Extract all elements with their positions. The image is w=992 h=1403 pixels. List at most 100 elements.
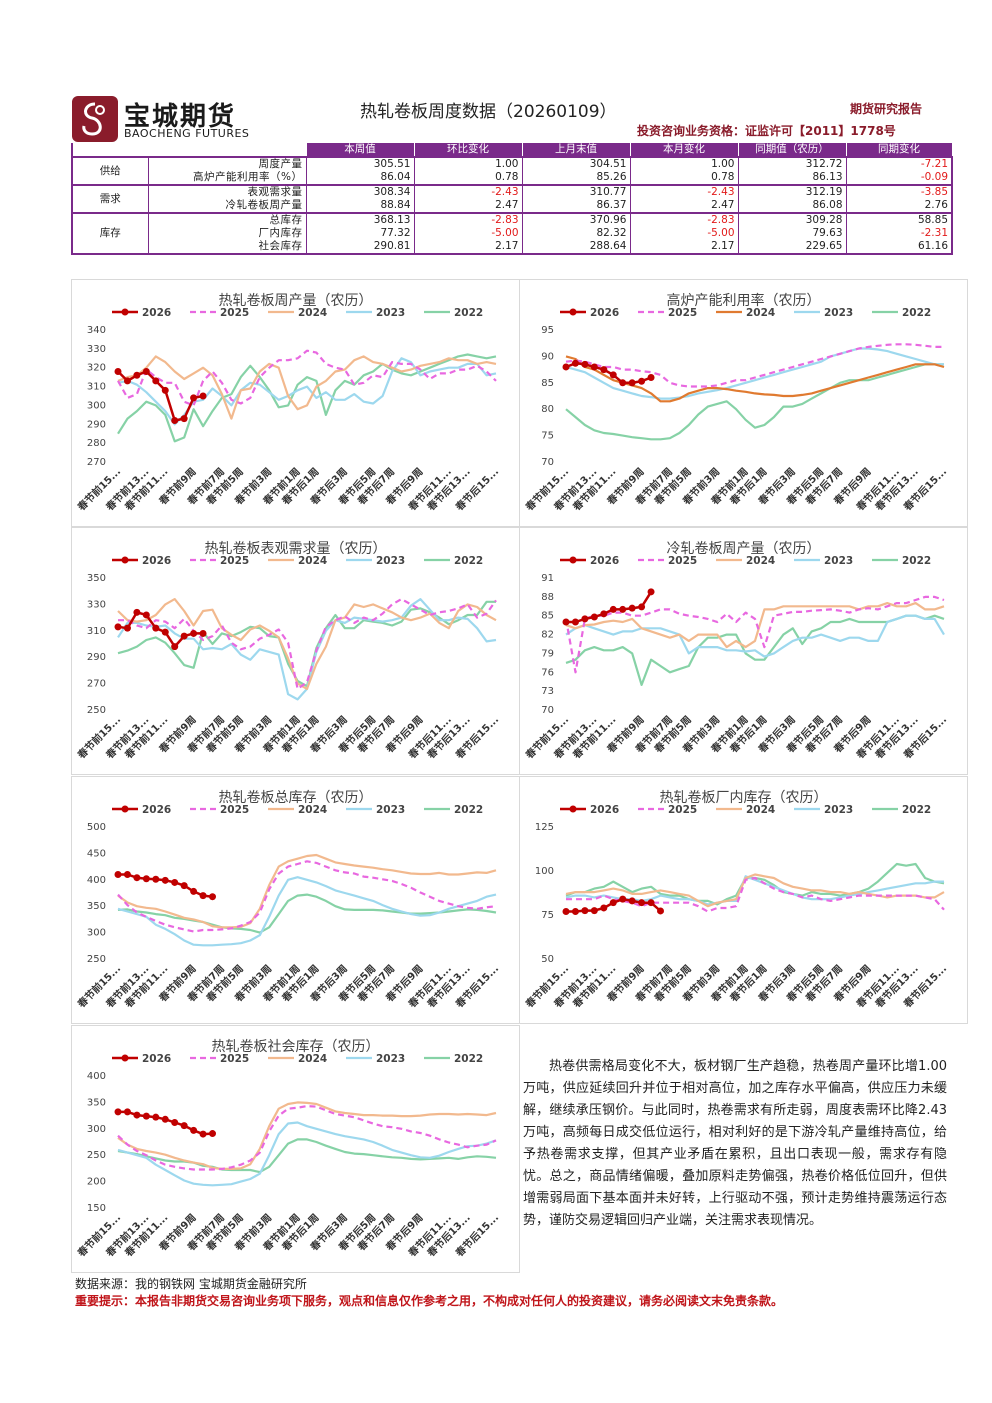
series-line-2025 — [117, 860, 497, 933]
y-tick-label: 450 — [87, 848, 106, 859]
data-point-2026 — [571, 359, 579, 367]
data-point-2026 — [199, 392, 207, 400]
table-row: 高炉产能利用率（%） 86.04 0.78 85.26 0.78 86.13 -0.09 — [72, 171, 953, 186]
series-line-2025 — [566, 876, 945, 913]
legend-label: 2026 — [142, 1053, 171, 1065]
legend-marker — [569, 805, 577, 813]
value-cell: 370.96 — [522, 212, 631, 227]
series-line-2026 — [566, 591, 653, 624]
y-tick-label: 400 — [87, 1071, 106, 1082]
y-tick-label: 350 — [87, 573, 106, 584]
logo-text-en: BAOCHENG FUTURES — [124, 127, 250, 140]
y-tick-label: 320 — [87, 363, 106, 374]
data-point-2026 — [123, 377, 131, 385]
value-cell: -2.43 — [630, 184, 739, 199]
legend-label: 2024 — [298, 555, 327, 567]
value-cell: 310.77 — [522, 184, 631, 199]
chart-svg: 7073767982858891春节前15...春节前13...春节前11...… — [523, 555, 949, 761]
legend-label: 2026 — [590, 555, 619, 567]
chart-svg: 707580859095春节前15...春节前13...春节前11...春节前9… — [523, 307, 949, 513]
y-tick-label: 82 — [541, 630, 554, 641]
value-cell: -0.09 — [846, 171, 953, 186]
chart-svg: 270280290300310320330340春节前15...春节前13...… — [75, 307, 501, 513]
legend-marker — [569, 308, 577, 316]
legend-label: 2025 — [220, 1053, 249, 1065]
legend-label: 2023 — [376, 555, 405, 567]
data-point-2026 — [133, 371, 141, 379]
value-cell: 2.47 — [630, 199, 739, 214]
data-point-2026 — [628, 604, 636, 612]
series-line-2024 — [565, 355, 945, 403]
y-tick-label: 95 — [541, 325, 554, 336]
value-cell: -2.83 — [414, 212, 523, 227]
y-tick-label: 300 — [87, 400, 106, 411]
chart-title: 热轧卷板厂内库存（农历） — [659, 790, 828, 806]
data-point-2026 — [190, 887, 198, 895]
series-line-2025 — [117, 349, 497, 407]
data-point-2026 — [638, 377, 646, 385]
y-tick-label: 70 — [541, 705, 554, 716]
y-tick-label: 91 — [541, 573, 554, 584]
chart-hrc-weekly-output: 270 280 290 300 310 320 330 340 春节前15... 春节前13...… — [71, 279, 520, 527]
legend-label: 2023 — [824, 307, 853, 319]
value-cell: -3.85 — [846, 184, 953, 199]
legend-label: 2024 — [746, 307, 775, 319]
legend-label: 2023 — [824, 804, 853, 816]
value-cell: -2.31 — [846, 227, 953, 240]
item-cell: 高炉产能利用率（%） — [148, 171, 307, 186]
data-point-2026 — [619, 895, 627, 903]
data-point-2026 — [199, 629, 207, 637]
y-tick-label: 75 — [541, 910, 554, 921]
legend-label: 2022 — [454, 307, 483, 319]
legend-label: 2026 — [590, 307, 619, 319]
value-cell: 58.85 — [846, 212, 953, 227]
data-point-2026 — [171, 643, 179, 651]
y-tick-label: 70 — [541, 457, 554, 468]
legend-label: 2025 — [668, 804, 697, 816]
y-tick-label: 300 — [87, 1124, 106, 1135]
y-tick-label: 300 — [87, 928, 106, 939]
value-cell: 79.63 — [738, 227, 847, 240]
data-point-2026 — [209, 1130, 216, 1138]
y-tick-label: 75 — [541, 431, 554, 442]
table-header-row: 本周值 环比变化 上月末值 本月变化 同期值（农历） 同期变化 — [71, 142, 953, 158]
data-point-2026 — [657, 907, 664, 915]
legend-label: 2024 — [298, 307, 327, 319]
y-tick-label: 290 — [87, 652, 106, 663]
value-cell: 0.78 — [630, 171, 739, 186]
y-tick-label: 280 — [87, 438, 106, 449]
series-line-2026 — [117, 611, 204, 648]
report-type-label: 期货研究报告 — [850, 102, 923, 116]
data-point-2026 — [628, 379, 636, 387]
table-row: 需求 表观需求量 308.34 -2.43 310.77 -2.43 312.19 -3.85 — [71, 184, 953, 214]
data-point-2026 — [171, 417, 179, 425]
data-point-2026 — [581, 615, 589, 623]
category-cell: 需求 — [71, 184, 149, 214]
item-cell: 表观需求量 — [148, 184, 307, 199]
chart-svg: 150200250300350400春节前15...春节前13...春节前11.… — [75, 1053, 501, 1259]
series-line-2026 — [117, 370, 204, 422]
data-point-2026 — [114, 871, 122, 879]
data-point-2026 — [142, 875, 150, 883]
legend-label: 2025 — [220, 307, 249, 319]
legend-marker — [121, 1054, 129, 1062]
series-line-2025 — [565, 343, 944, 388]
data-point-2026 — [581, 907, 589, 915]
chart-title: 热轧卷板总库存（农历） — [218, 790, 373, 806]
series-line-2022 — [565, 614, 945, 686]
data-point-2026 — [571, 618, 579, 626]
data-point-2026 — [562, 363, 570, 371]
value-cell: -2.43 — [414, 184, 523, 199]
data-point-2026 — [180, 632, 188, 640]
y-tick-label: 250 — [87, 954, 106, 965]
chart-hrc-mill-inventory: 50 75 100 125 春节前15... 春节前13... 春节前11... 春节前9周春… — [519, 776, 968, 1024]
legend-label: 2023 — [376, 307, 405, 319]
value-cell: 1.00 — [630, 156, 739, 171]
chart-title: 热轧卷板社会库存（农历） — [211, 1039, 380, 1055]
license-label: 投资咨询业务资格：证监许可【2011】1778号 — [637, 124, 896, 138]
legend-label: 2022 — [902, 307, 931, 319]
value-cell: -5.00 — [414, 227, 523, 240]
table-row: 供给 周度产量 305.51 1.00 304.51 1.00 312.72 -7.21 — [71, 156, 953, 186]
data-point-2026 — [142, 1112, 150, 1120]
data-point-2026 — [609, 605, 617, 613]
